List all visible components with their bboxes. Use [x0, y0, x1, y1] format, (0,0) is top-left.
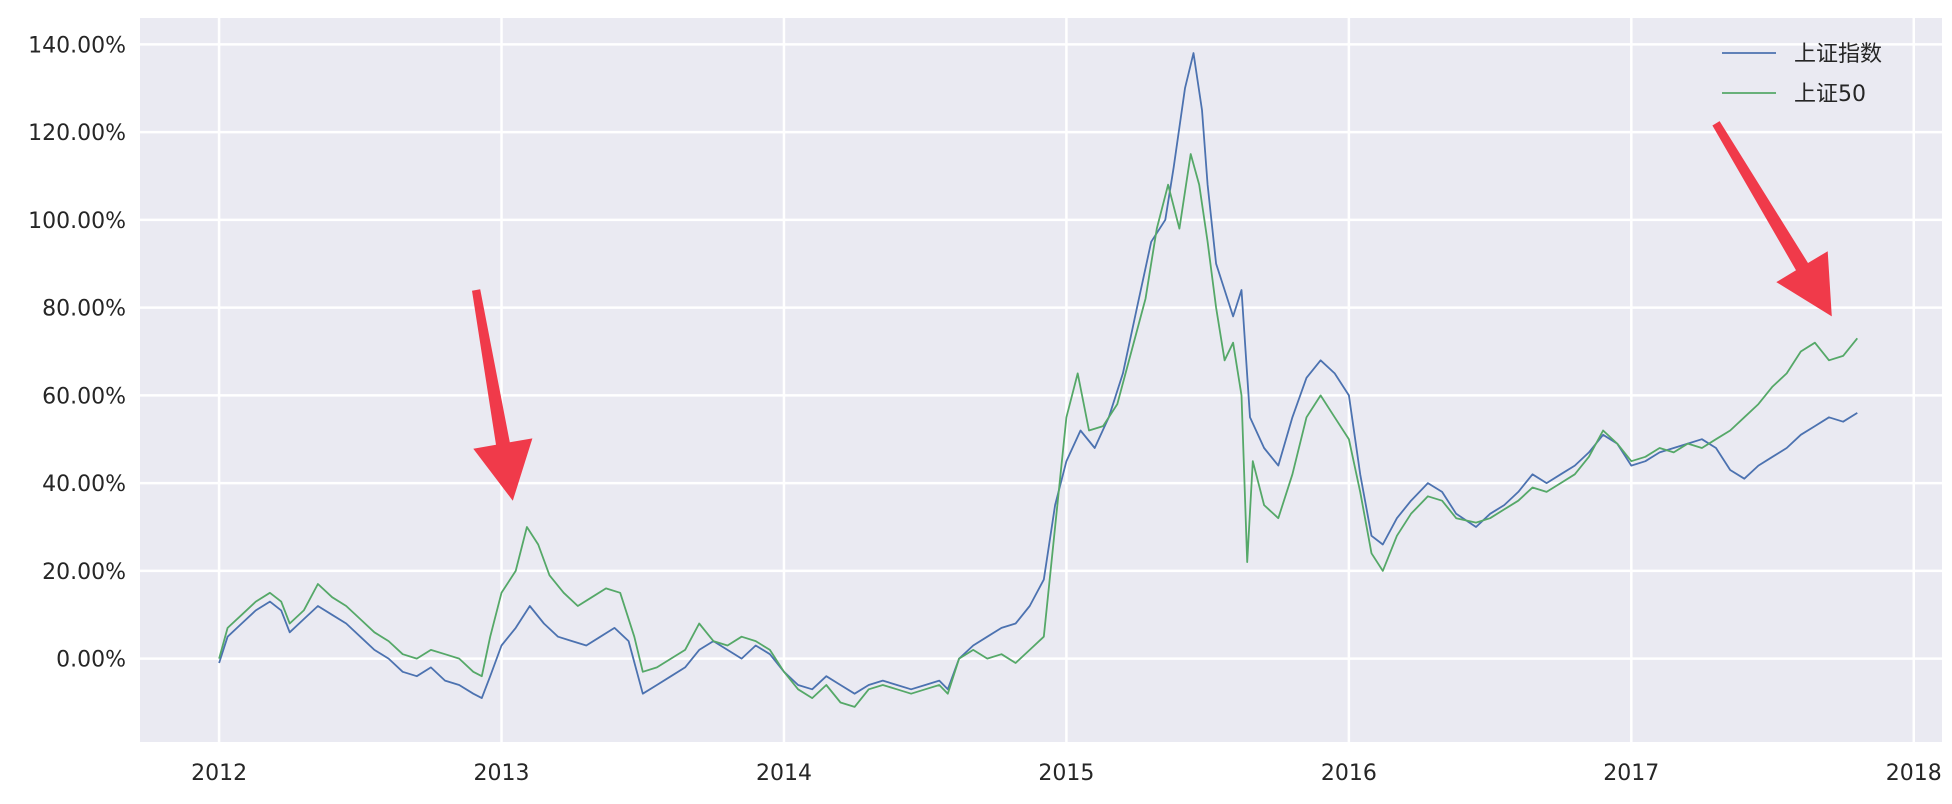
annotation-arrows: [472, 121, 1832, 501]
series-line: [218, 52, 1858, 699]
x-tick-label: 2014: [756, 761, 812, 786]
x-tick-label: 2013: [474, 761, 530, 786]
y-tick-label: 140.00%: [28, 33, 126, 58]
x-tick-label: 2015: [1038, 761, 1094, 786]
legend-label: 上证50: [1794, 82, 1866, 107]
y-tick-label: 120.00%: [28, 121, 126, 146]
y-tick-label: 0.00%: [56, 648, 126, 673]
grid-lines: [140, 18, 1942, 742]
x-tick-label: 2018: [1886, 761, 1942, 786]
series-lines: [218, 52, 1859, 708]
series-line: [218, 153, 1859, 708]
y-tick-label: 40.00%: [42, 472, 126, 497]
y-tick-label: 60.00%: [42, 384, 126, 409]
y-tick-label: 100.00%: [28, 209, 126, 234]
y-tick-label: 20.00%: [42, 560, 126, 585]
x-tick-label: 2012: [191, 761, 247, 786]
annotation-arrow: [472, 289, 533, 501]
plot-background: [140, 18, 1942, 742]
x-tick-label: 2016: [1321, 761, 1377, 786]
x-tick-label: 2017: [1603, 761, 1659, 786]
y-axis-tick-labels: 0.00% 20.00% 40.00% 60.00% 80.00% 100.00% 120.…: [28, 33, 126, 672]
y-tick-label: 80.00%: [42, 297, 126, 322]
annotation-arrow: [1712, 121, 1832, 317]
x-axis-tick-labels: 2012 2013 2014 2015 2016 2017 2018: [191, 761, 1942, 786]
legend-label: 上证指数: [1794, 42, 1882, 67]
